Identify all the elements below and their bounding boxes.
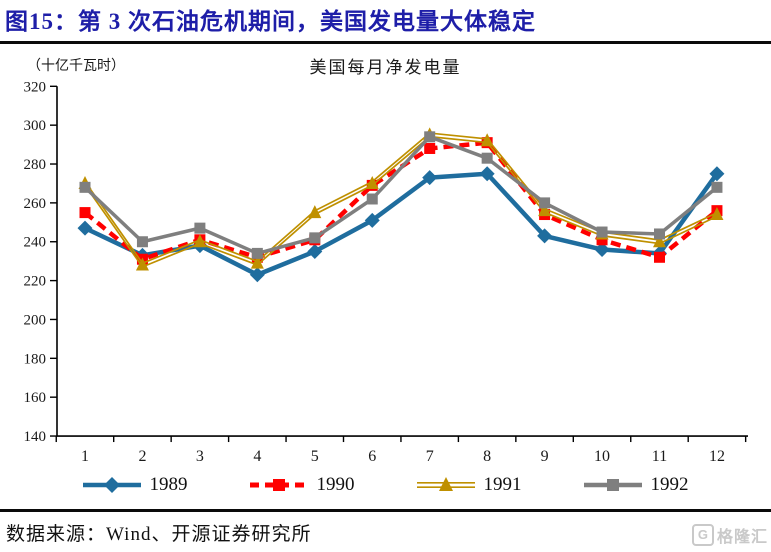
svg-text:5: 5 (311, 448, 319, 465)
svg-text:220: 220 (24, 274, 47, 290)
legend-marker-1990-square-icon (249, 479, 308, 491)
svg-text:7: 7 (426, 448, 434, 465)
svg-text:8: 8 (483, 448, 491, 465)
series-1992 (79, 131, 723, 259)
svg-text:11: 11 (652, 448, 667, 465)
svg-text:160: 160 (24, 390, 47, 406)
legend-item-1991: 1991 (416, 474, 522, 496)
svg-text:6: 6 (368, 448, 376, 465)
svg-text:180: 180 (24, 351, 47, 367)
gelonghui-g-icon: G (691, 524, 714, 546)
gelonghui-logo: G 格隆汇 (691, 523, 768, 547)
svg-text:260: 260 (24, 196, 47, 212)
svg-text:9: 9 (541, 448, 549, 465)
page-title: 图15：第 3 次石油危机期间，美国发电量大体稳定 (5, 9, 536, 34)
legend-marker-1991-triangle-icon (416, 477, 475, 491)
legend-item-1990: 1990 (249, 474, 355, 496)
legend-label-1989: 1989 (149, 474, 188, 495)
legend-marker-1992-square-icon (583, 479, 642, 491)
gelonghui-logo-text: 格隆汇 (716, 529, 768, 546)
y-axis-unit-label: （十亿千瓦时） (27, 59, 125, 74)
legend-label-1991: 1991 (483, 474, 522, 495)
chart-legend: 1989 1990 1991 1992 (0, 474, 771, 496)
chart-title: 美国每月净发电量 (309, 58, 462, 77)
svg-text:3: 3 (196, 448, 204, 465)
legend-label-1992: 1992 (650, 474, 689, 495)
svg-text:2: 2 (138, 448, 146, 465)
svg-text:320: 320 (24, 79, 47, 95)
svg-text:1: 1 (81, 448, 89, 465)
svg-text:240: 240 (24, 235, 47, 251)
svg-text:12: 12 (709, 448, 725, 465)
svg-text:140: 140 (24, 429, 47, 445)
legend-item-1989: 1989 (82, 474, 188, 496)
svg-text:200: 200 (24, 312, 47, 328)
data-source-text: 数据来源：Wind、开源证券研究所 (6, 524, 312, 545)
svg-text:4: 4 (253, 448, 261, 465)
series-1989 (77, 166, 725, 283)
legend-label-1990: 1990 (316, 474, 355, 495)
svg-text:280: 280 (24, 157, 47, 173)
legend-item-1992: 1992 (583, 474, 689, 496)
svg-text:300: 300 (24, 118, 47, 134)
legend-marker-1989-diamond-icon (82, 477, 141, 493)
footer-divider (0, 509, 771, 512)
title-divider (0, 41, 771, 44)
svg-text:10: 10 (594, 448, 610, 465)
